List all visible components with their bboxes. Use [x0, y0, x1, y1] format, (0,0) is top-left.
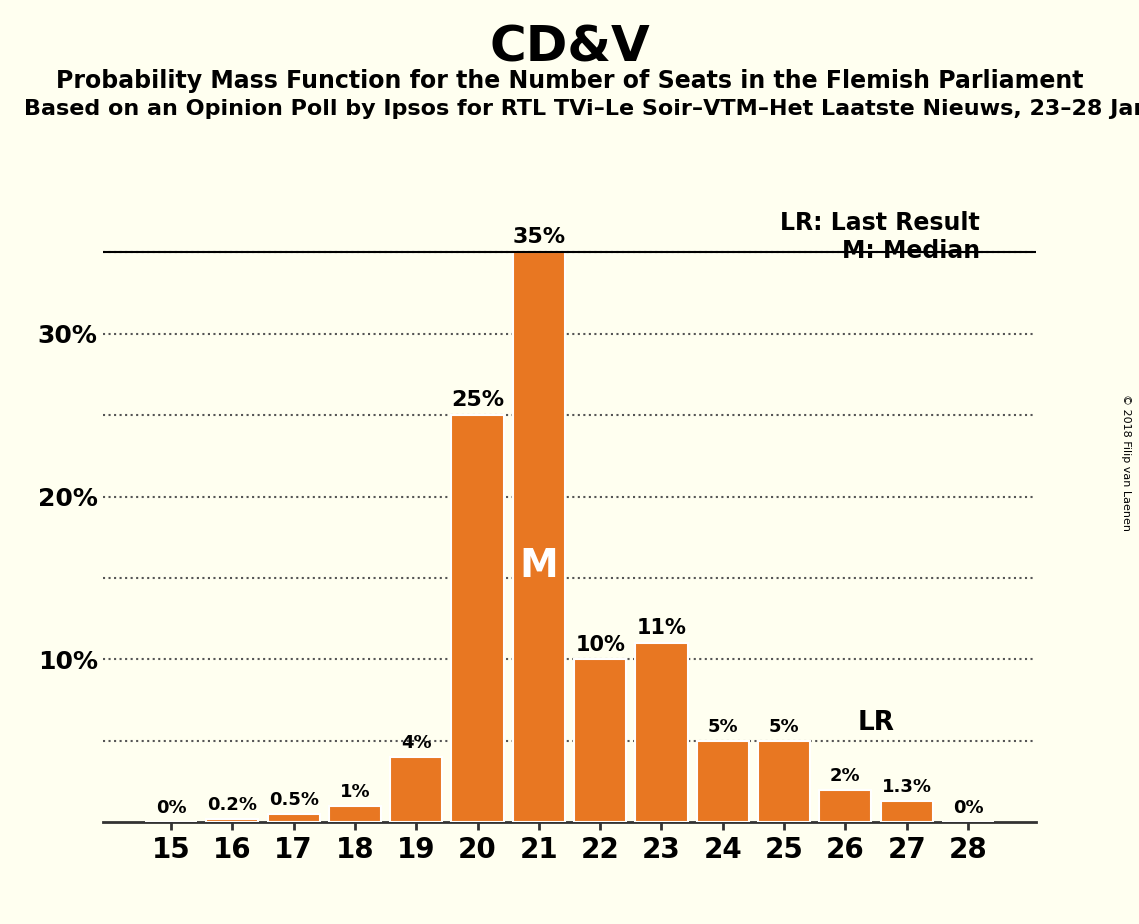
Text: LR: LR: [858, 710, 894, 736]
Text: LR: Last Result: LR: Last Result: [780, 212, 981, 236]
Text: 0.5%: 0.5%: [269, 791, 319, 809]
Bar: [206, 819, 259, 822]
Text: 25%: 25%: [451, 390, 505, 410]
Text: 35%: 35%: [513, 227, 565, 248]
Text: 11%: 11%: [637, 618, 687, 638]
Text: Probability Mass Function for the Number of Seats in the Flemish Parliament: Probability Mass Function for the Number…: [56, 69, 1083, 93]
Text: Based on an Opinion Poll by Ipsos for RTL TVi–Le Soir–VTM–Het Laatste Nieuws, 23: Based on an Opinion Poll by Ipsos for RT…: [24, 99, 1139, 119]
Text: M: M: [519, 547, 558, 585]
Bar: [880, 801, 933, 822]
Bar: [451, 415, 503, 822]
Bar: [574, 660, 626, 822]
Bar: [697, 741, 748, 822]
Text: 5%: 5%: [769, 718, 800, 736]
Text: 0.2%: 0.2%: [207, 796, 257, 814]
Text: CD&V: CD&V: [489, 23, 650, 71]
Text: 1.3%: 1.3%: [882, 778, 932, 796]
Bar: [329, 806, 380, 822]
Bar: [391, 757, 442, 822]
Text: 5%: 5%: [707, 718, 738, 736]
Bar: [636, 643, 688, 822]
Bar: [513, 252, 565, 822]
Text: 4%: 4%: [401, 735, 432, 752]
Text: 10%: 10%: [575, 635, 625, 654]
Text: 2%: 2%: [830, 767, 861, 784]
Text: 0%: 0%: [156, 799, 187, 818]
Bar: [819, 790, 871, 822]
Text: 1%: 1%: [339, 784, 370, 801]
Text: © 2018 Filip van Laenen: © 2018 Filip van Laenen: [1121, 394, 1131, 530]
Bar: [759, 741, 810, 822]
Bar: [268, 814, 320, 822]
Text: M: Median: M: Median: [842, 239, 981, 263]
Text: 0%: 0%: [952, 799, 983, 818]
